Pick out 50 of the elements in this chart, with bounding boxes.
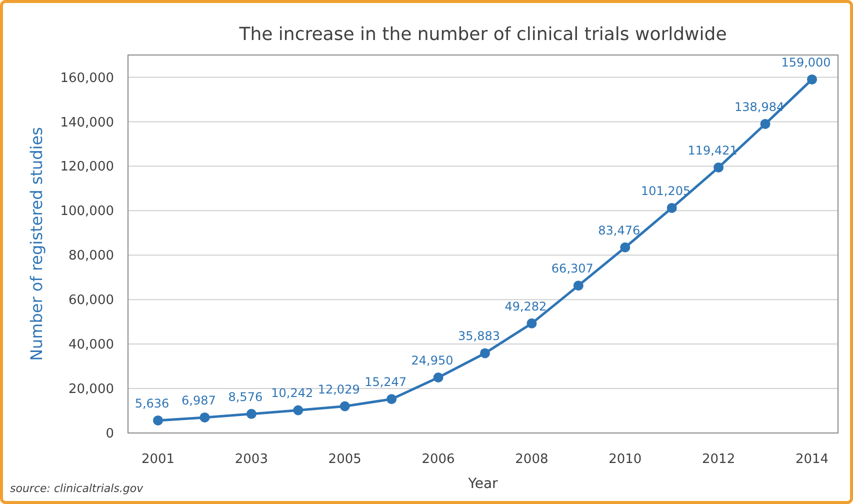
y-tick-label: 0 [106,426,114,442]
point [153,415,163,426]
data-label: 12,029 [318,382,360,396]
point [200,412,210,422]
point [526,318,537,328]
chart-title: The increase in the number of clinical trials worldwide [238,24,727,45]
x-tick-label: 2003 [234,452,268,467]
data-label: 5,636 [134,396,170,410]
y-tick-label: 80,000 [68,248,114,264]
point [807,74,817,84]
data-label: 35,883 [458,329,500,344]
x-tick-label: 2001 [141,452,175,467]
x-tick-label: 2005 [328,452,362,467]
data-label: 8,576 [228,390,263,404]
data-label: 83,476 [598,223,640,238]
source-note: source: clinicaltrials.gov [10,482,144,495]
data-label: 6,987 [182,393,216,408]
point [714,162,724,172]
data-label: 10,242 [271,386,314,400]
point [340,401,350,412]
point [666,202,677,213]
y-tick-label: 20,000 [68,382,114,398]
y-tick-label: 60,000 [68,293,114,308]
point [480,348,490,358]
x-tick-label: 2008 [515,452,548,467]
data-label: 119,421 [688,143,738,158]
data-label: 24,950 [411,354,454,368]
x-axis-title: Year [467,476,498,492]
y-tick-label: 100,000 [60,204,114,220]
x-tick-label: 2006 [422,452,455,467]
y-tick-label: 40,000 [68,338,114,353]
data-label: 101,205 [641,184,691,198]
y-tick-label: 160,000 [60,70,114,86]
data-label: 66,307 [551,262,594,276]
x-tick-label: 2012 [702,452,736,467]
y-tick-label: 140,000 [60,115,114,130]
x-tick-label: 2014 [795,452,829,467]
point [620,242,630,252]
point [573,280,584,291]
y-axis-title: Number of registered studies [27,127,46,361]
point [760,118,770,129]
data-label: 159,000 [781,55,831,70]
point [386,394,397,404]
point [293,405,304,416]
point [433,372,444,383]
x-tick-label: 2010 [608,452,642,467]
data-label: 15,247 [364,375,407,390]
data-label: 49,282 [504,299,547,314]
point [246,408,256,419]
y-tick-label: 120,000 [60,160,114,175]
